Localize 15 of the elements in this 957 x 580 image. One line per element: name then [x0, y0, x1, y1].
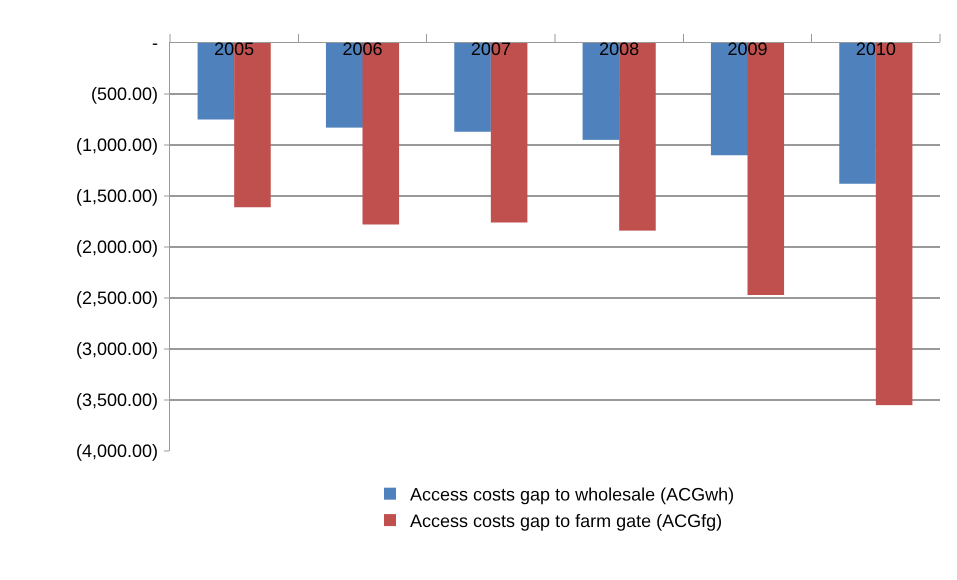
x-tick-label: 2009: [727, 39, 768, 59]
y-tick-label: -: [152, 33, 158, 53]
legend-label: Access costs gap to farm gate (ACGfg): [410, 511, 722, 532]
y-tick-label: (3,500.00): [76, 390, 158, 410]
y-tick-label: (2,000.00): [76, 237, 158, 257]
y-tick-label: (3,000.00): [76, 339, 158, 359]
y-tick-label: (4,000.00): [76, 441, 158, 461]
y-tick-label: (1,500.00): [76, 186, 158, 206]
x-tick-label: 2010: [856, 39, 896, 59]
x-tick-label: 2006: [342, 39, 383, 59]
y-tick-label: (2,500.00): [76, 288, 158, 308]
legend-label: Access costs gap to wholesale (ACGwh): [410, 484, 734, 505]
x-tick-label: 2007: [470, 39, 511, 59]
y-tick-label: (1,000.00): [76, 135, 158, 155]
y-tick-label: (500.00): [91, 84, 158, 104]
